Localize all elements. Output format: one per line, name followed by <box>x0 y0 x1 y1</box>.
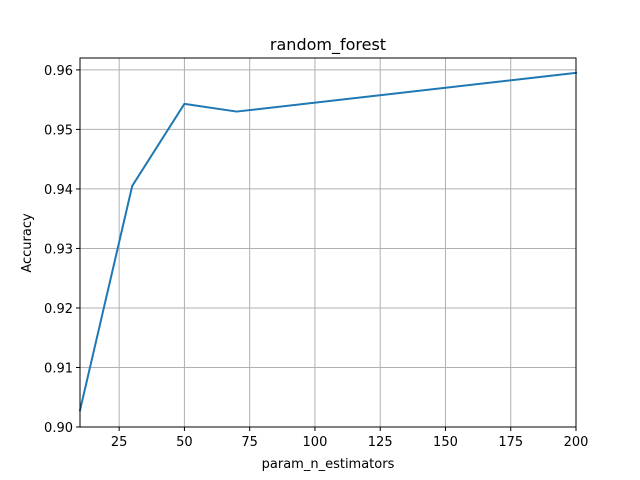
grid <box>80 58 577 428</box>
x-tick-label: 200 <box>564 435 589 450</box>
y-tick-label: 0.94 <box>44 183 73 198</box>
x-tick-label: 50 <box>176 435 193 450</box>
x-tick-label: 25 <box>111 435 128 450</box>
x-axis: 25 50 75 100 125 150 175 200 <box>111 427 589 450</box>
series-line <box>78 71 578 412</box>
series-layer <box>78 71 578 412</box>
y-tick-label: 0.92 <box>44 302 73 317</box>
x-tick-label: 150 <box>433 435 458 450</box>
y-axis-label: Accuracy <box>20 213 35 273</box>
y-tick-label: 0.93 <box>44 242 73 257</box>
x-tick-label: 75 <box>241 435 258 450</box>
y-tick-label: 0.95 <box>44 123 73 138</box>
chart-title: random_forest <box>270 35 386 55</box>
y-axis: 0.90 0.91 0.92 0.93 0.94 0.95 0.96 <box>44 64 80 436</box>
y-tick-label: 0.90 <box>44 421 73 436</box>
x-tick-label: 125 <box>368 435 393 450</box>
y-tick-label: 0.91 <box>44 361 73 376</box>
x-tick-label: 100 <box>303 435 328 450</box>
x-tick-label: 175 <box>498 435 523 450</box>
plot-frame <box>79 57 577 428</box>
x-axis-label: param_n_estimators <box>262 457 395 472</box>
y-tick-label: 0.96 <box>44 64 73 79</box>
